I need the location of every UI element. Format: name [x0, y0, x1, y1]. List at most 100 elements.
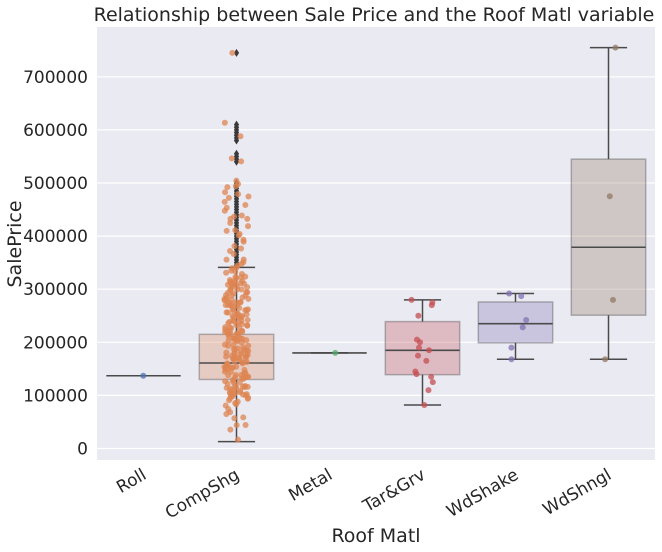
data-point [242, 383, 249, 390]
y-axis-ticks: 0 100000 200000 300000 400000 500000 600000 700… [23, 68, 88, 460]
data-point [244, 223, 251, 230]
data-point [224, 184, 231, 191]
data-point [240, 238, 247, 245]
data-point [426, 347, 433, 354]
y-tick-label: 400000 [23, 227, 88, 247]
data-point [506, 290, 513, 297]
data-point [238, 212, 245, 219]
data-point [222, 378, 229, 385]
y-tick-label: 700000 [23, 68, 88, 88]
data-point [234, 330, 241, 337]
data-point [415, 312, 422, 319]
data-point [519, 324, 526, 331]
data-point [242, 392, 249, 399]
data-point [222, 189, 229, 196]
x-tick-label: Tar&Grv [359, 465, 429, 517]
plot-area [97, 27, 655, 460]
data-point [240, 414, 247, 421]
data-point [428, 373, 435, 380]
data-point [508, 344, 515, 351]
data-point [223, 309, 230, 316]
y-tick-label: 300000 [23, 280, 88, 300]
data-point [244, 215, 251, 222]
data-point [237, 133, 244, 140]
data-point [244, 289, 251, 296]
data-point [612, 44, 619, 51]
data-point [416, 344, 423, 351]
x-axis-label: Roof Matl [331, 525, 420, 547]
data-point [231, 415, 238, 422]
data-point [232, 346, 239, 353]
data-point [222, 326, 229, 333]
data-point [238, 270, 245, 277]
outlier-marker [233, 48, 240, 57]
data-point [223, 269, 230, 276]
data-point [235, 191, 242, 198]
box-iqr [384, 320, 461, 376]
data-point [421, 401, 428, 408]
data-point [245, 295, 252, 302]
x-tick-label: WdShake [443, 465, 522, 522]
x-tick-label: WdShngl [540, 465, 615, 520]
data-point [243, 337, 250, 344]
x-axis-ticks: Roll CompShg Metal Tar&Grv WdShake WdShngl [113, 465, 615, 523]
x-tick-label: Roll [113, 465, 150, 498]
data-point [232, 227, 239, 234]
y-tick-label: 200000 [23, 333, 88, 353]
data-point [238, 158, 245, 165]
data-point [240, 256, 247, 263]
data-point [412, 368, 419, 375]
data-point [237, 389, 244, 396]
data-point [226, 276, 233, 283]
data-point [241, 370, 248, 377]
data-point [234, 398, 241, 405]
x-tick-label: Metal [285, 465, 336, 506]
data-point [609, 296, 616, 303]
data-point [238, 245, 245, 252]
data-point [242, 202, 249, 209]
data-point [222, 341, 229, 348]
data-point [523, 316, 530, 323]
data-point [236, 231, 243, 238]
data-point [228, 155, 235, 162]
grid-lines [97, 76, 655, 450]
data-point [423, 357, 430, 364]
data-point [225, 194, 232, 201]
data-point [244, 316, 251, 323]
data-point [223, 349, 230, 356]
data-point [408, 296, 415, 303]
data-point [223, 256, 230, 263]
y-axis-label: SalePrice [4, 200, 26, 287]
data-point [245, 193, 252, 200]
data-point [242, 422, 249, 429]
points-layer [140, 44, 619, 443]
data-point [223, 227, 230, 234]
data-point [332, 349, 339, 356]
data-point [239, 294, 246, 301]
box-iqr [570, 158, 647, 316]
data-point [221, 207, 228, 214]
data-point [429, 299, 436, 306]
box-iqr [477, 301, 554, 344]
data-point [229, 49, 236, 56]
data-point [224, 360, 231, 367]
data-point [238, 351, 245, 358]
data-point [233, 299, 240, 306]
data-point [238, 260, 245, 267]
data-point [413, 336, 420, 343]
data-point [227, 385, 234, 392]
data-point [225, 320, 232, 327]
data-point [606, 193, 613, 200]
data-point [140, 372, 147, 379]
outlier-marker [233, 120, 240, 129]
data-point [425, 387, 432, 394]
data-point [227, 286, 234, 293]
data-point [227, 426, 234, 433]
data-point [221, 198, 228, 205]
y-tick-label: 600000 [23, 121, 88, 141]
data-point [221, 119, 228, 126]
data-point [602, 356, 609, 363]
data-point [230, 251, 237, 258]
data-point [234, 436, 241, 443]
data-point [429, 379, 436, 386]
